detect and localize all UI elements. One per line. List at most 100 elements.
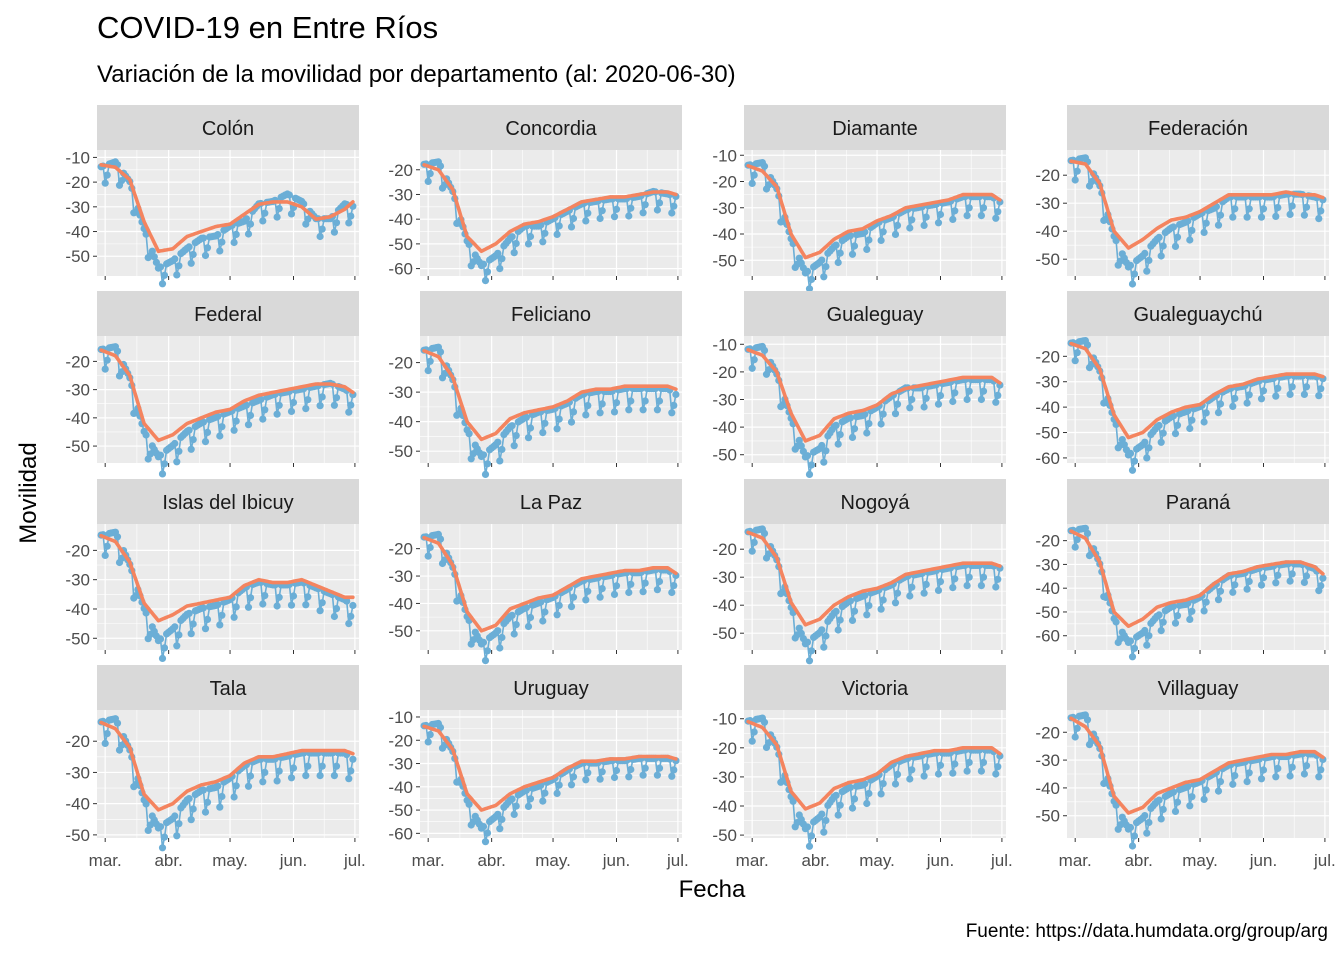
facet-strip-label: Colón bbox=[202, 118, 254, 140]
data-point bbox=[160, 833, 169, 841]
data-point bbox=[639, 588, 647, 596]
series-line-smooth bbox=[746, 530, 1002, 627]
data-point bbox=[949, 769, 957, 777]
data-point bbox=[287, 210, 296, 218]
data-point bbox=[1274, 204, 1282, 212]
data-point bbox=[865, 420, 873, 428]
data-point bbox=[1188, 226, 1196, 234]
data-point bbox=[977, 767, 986, 775]
data-point bbox=[160, 644, 169, 652]
data-point bbox=[1130, 644, 1139, 652]
data-point bbox=[834, 626, 842, 634]
data-point bbox=[1143, 267, 1151, 275]
data-point bbox=[668, 588, 676, 597]
data-point bbox=[805, 842, 814, 850]
data-point bbox=[836, 249, 844, 257]
data-point bbox=[173, 642, 181, 650]
y-tick-label: -20 bbox=[65, 541, 90, 560]
data-point bbox=[653, 771, 662, 779]
data-point bbox=[244, 421, 253, 429]
facet-panel: Gualeguay -10 -20 -30 -40 -50 bbox=[712, 291, 1006, 478]
data-point bbox=[653, 586, 662, 594]
y-tick-label: -40 bbox=[65, 223, 90, 242]
data-point bbox=[1112, 237, 1120, 245]
data-point bbox=[1188, 793, 1196, 801]
facet-panel: Federación -20 -30 -40 -50 bbox=[1035, 105, 1329, 288]
data-point bbox=[803, 638, 812, 646]
data-point bbox=[795, 436, 803, 444]
data-point bbox=[1257, 581, 1266, 589]
y-tick-label: -30 bbox=[65, 571, 90, 590]
data-point bbox=[1128, 280, 1137, 288]
data-point bbox=[850, 425, 859, 433]
data-point bbox=[820, 273, 828, 281]
data-point bbox=[187, 816, 195, 824]
data-point bbox=[1128, 466, 1137, 474]
y-tick-label: -60 bbox=[388, 824, 413, 843]
data-point bbox=[1286, 210, 1294, 218]
data-point bbox=[199, 786, 207, 794]
facet-panel: Tala -20 -30 -40 -50 mar. abr. may. jun. jul. bbox=[65, 665, 366, 870]
data-point bbox=[1317, 385, 1325, 393]
data-point bbox=[1214, 787, 1223, 795]
data-point bbox=[598, 207, 606, 215]
data-point bbox=[1300, 211, 1308, 219]
data-point bbox=[805, 285, 814, 293]
data-point bbox=[1184, 783, 1192, 791]
data-point bbox=[1171, 807, 1180, 816]
data-point bbox=[175, 631, 183, 639]
data-point bbox=[553, 789, 561, 798]
data-point bbox=[949, 397, 957, 406]
data-point bbox=[1186, 615, 1194, 624]
y-tick-label: -20 bbox=[388, 354, 413, 373]
x-tick-label: abr. bbox=[1124, 851, 1152, 870]
data-point bbox=[822, 632, 830, 640]
data-point bbox=[160, 271, 169, 279]
data-point bbox=[483, 829, 492, 837]
y-tick-label: -20 bbox=[65, 732, 90, 751]
y-tick-label: -40 bbox=[1035, 779, 1060, 798]
data-point bbox=[1200, 795, 1208, 804]
data-point bbox=[850, 607, 859, 615]
data-point bbox=[569, 593, 578, 601]
data-point bbox=[1202, 598, 1210, 606]
data-point bbox=[142, 800, 150, 808]
data-point bbox=[1169, 602, 1177, 611]
x-tick-label: mar. bbox=[1059, 851, 1092, 870]
data-point bbox=[481, 838, 490, 846]
y-tick-label: -10 bbox=[388, 708, 413, 727]
data-point bbox=[349, 601, 357, 610]
data-point bbox=[1229, 402, 1237, 410]
data-point bbox=[496, 457, 504, 465]
data-point bbox=[261, 209, 269, 217]
data-point bbox=[1272, 579, 1280, 587]
data-point bbox=[347, 401, 355, 409]
data-point bbox=[863, 611, 871, 619]
data-point bbox=[541, 789, 549, 797]
data-point bbox=[156, 635, 165, 643]
data-point bbox=[187, 259, 195, 267]
y-tick-label: -60 bbox=[1035, 449, 1060, 468]
data-point bbox=[524, 434, 533, 442]
facet-panel: Colón -10 -20 -30 -40 -50 bbox=[65, 105, 359, 288]
data-point bbox=[345, 775, 353, 783]
data-point bbox=[807, 275, 816, 283]
data-point bbox=[555, 222, 563, 230]
y-tick-label: -50 bbox=[65, 437, 90, 456]
data-point bbox=[1274, 384, 1282, 392]
data-point bbox=[963, 212, 971, 220]
y-tick-label: -40 bbox=[1035, 398, 1060, 417]
data-point bbox=[627, 580, 635, 588]
data-point bbox=[494, 438, 502, 446]
data-point bbox=[865, 789, 873, 798]
data-point bbox=[304, 593, 312, 601]
data-point bbox=[627, 397, 635, 405]
data-point bbox=[1302, 572, 1311, 580]
data-point bbox=[101, 739, 109, 748]
data-point bbox=[330, 401, 338, 409]
data-point bbox=[524, 802, 533, 811]
data-point bbox=[1286, 577, 1294, 585]
data-point bbox=[1145, 632, 1153, 640]
data-point bbox=[994, 763, 1002, 771]
data-point bbox=[522, 604, 531, 612]
